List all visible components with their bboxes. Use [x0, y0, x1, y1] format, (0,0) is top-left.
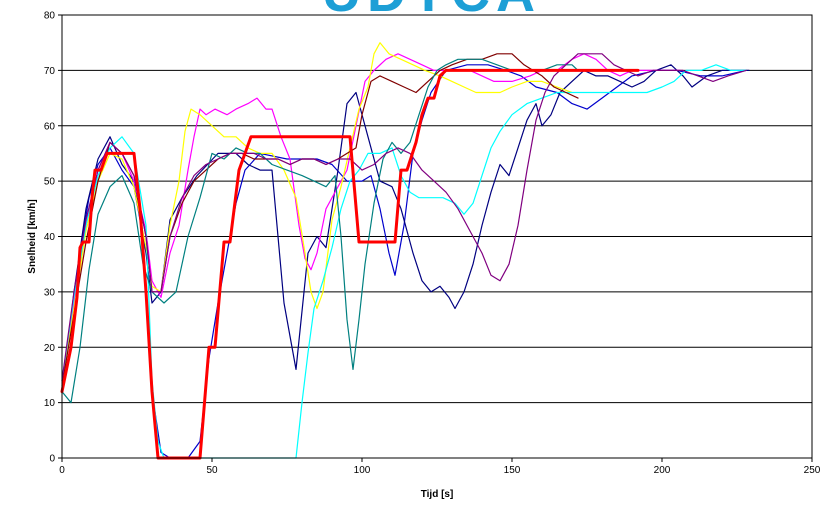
- series-line-3: [61, 64, 750, 393]
- series-line-8: [61, 58, 579, 404]
- series-line-1: [60, 68, 640, 460]
- y-tick-label: 20: [44, 343, 56, 354]
- series-line-4: [61, 53, 681, 382]
- series-lines: [60, 42, 750, 460]
- gridlines: [62, 69, 812, 404]
- x-tick-label: 0: [59, 465, 65, 476]
- y-tick-label: 50: [44, 177, 56, 188]
- series-line-5: [61, 42, 573, 387]
- y-tick-label: 40: [44, 232, 56, 243]
- y-tick-label: 80: [44, 11, 56, 22]
- y-tick-label: 30: [44, 287, 56, 298]
- x-tick-label: 100: [354, 465, 371, 476]
- axis-ticks: 0 10 20 30 40 50 60 70 80 0 50 100 150 200 250: [44, 11, 821, 477]
- x-tick-label: 50: [206, 465, 218, 476]
- y-axis-label: Snelheid [km/h]: [27, 199, 38, 273]
- y-tick-label: 70: [44, 66, 56, 77]
- partial-title: UDTCA: [322, 0, 541, 24]
- x-tick-label: 200: [654, 465, 671, 476]
- series-line-9: [61, 53, 747, 382]
- x-tick-label: 150: [504, 465, 521, 476]
- x-tick-label: 250: [804, 465, 821, 476]
- y-tick-label: 10: [44, 398, 56, 409]
- y-tick-label: 0: [49, 454, 55, 465]
- x-axis-label: Tijd [s]: [421, 489, 454, 500]
- y-tick-label: 60: [44, 121, 56, 132]
